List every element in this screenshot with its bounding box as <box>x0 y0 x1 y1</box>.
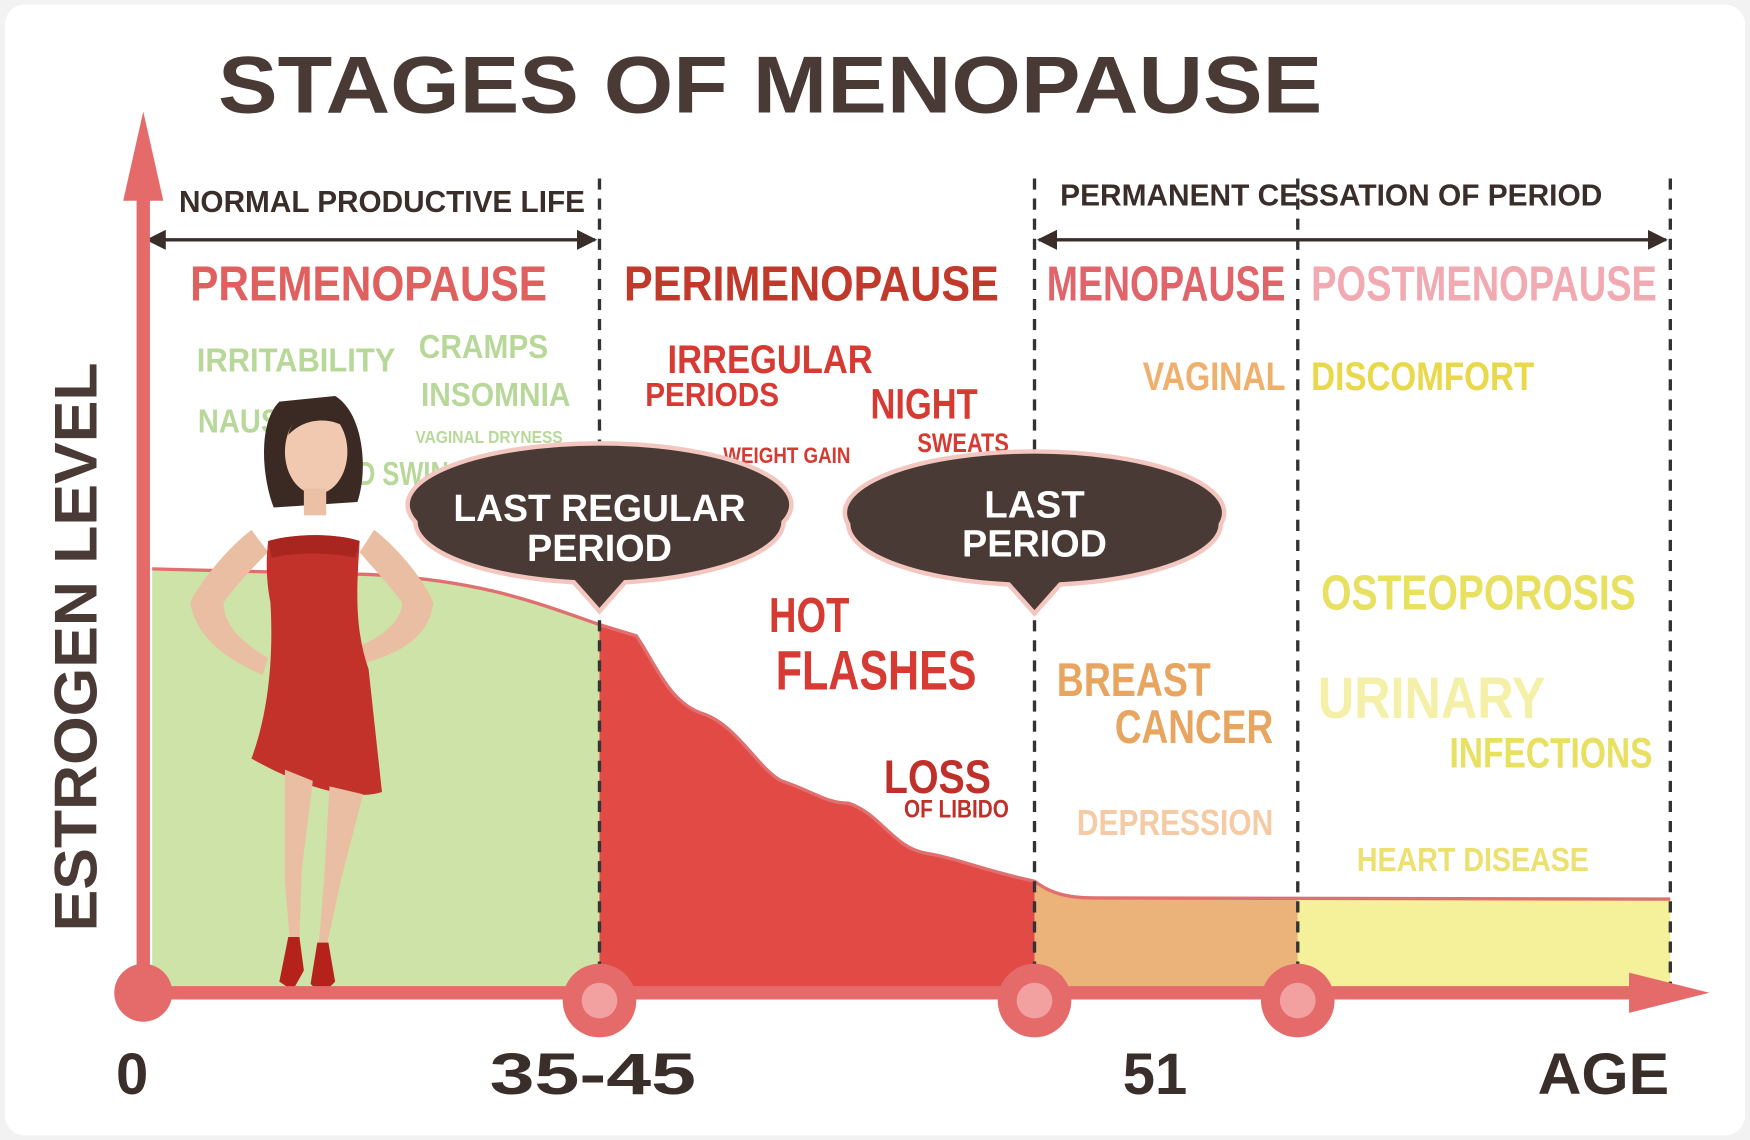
stage-name: POSTMENOPAUSE <box>1311 258 1657 312</box>
callout-text: LAST <box>984 485 1084 527</box>
symptom: CRAMPS <box>419 329 548 366</box>
symptom: OF LIBIDO <box>904 796 1009 823</box>
symptom: LOSS <box>884 751 991 803</box>
postmenopause-area <box>1297 899 1671 988</box>
symptom: URINARY <box>1318 666 1546 731</box>
y-axis-arrowhead <box>123 111 164 201</box>
axis-node <box>562 963 637 1038</box>
stage-name: MENOPAUSE <box>1047 258 1286 312</box>
symptom: IRRITABILITY <box>197 342 396 379</box>
callout-text: PERIOD <box>962 524 1107 566</box>
callout-text: PERIOD <box>527 528 672 570</box>
symptom: HEART DISEASE <box>1357 842 1589 879</box>
axis-node <box>997 963 1072 1038</box>
x-axis-label: 0 <box>116 1042 148 1107</box>
symptom: DISCOMFORT <box>1311 354 1534 399</box>
estrogen-curve <box>152 567 1671 901</box>
symptom: HOT <box>769 589 849 643</box>
symptom: NIGHT <box>871 380 978 427</box>
stage-name: PREMENOPAUSE <box>190 258 547 312</box>
x-axis-arrowhead <box>1629 972 1710 1013</box>
menopause-area <box>1034 881 1298 988</box>
x-axis-label: 51 <box>1123 1042 1188 1107</box>
perimenopause-area <box>599 624 1035 988</box>
symptom: INSOMNIA <box>421 377 570 414</box>
symptom: PERIODS <box>645 377 779 414</box>
callout-text: LAST REGULAR <box>453 488 745 530</box>
range-label: PERMANENT CESSATION OF PERIOD <box>1060 179 1602 212</box>
axis-node <box>114 963 173 1022</box>
y-axis-label: ESTROGEN LEVEL <box>42 363 110 932</box>
x-axis-label: AGE <box>1538 1042 1670 1107</box>
symptom: DEPRESSION <box>1077 803 1273 843</box>
symptom: CANCER <box>1115 701 1273 753</box>
stage-name: PERIMENOPAUSE <box>624 258 999 312</box>
symptom: IRREGULAR <box>668 337 873 382</box>
symptom: VAGINAL <box>1143 354 1286 399</box>
callout <box>842 449 1227 617</box>
symptom: BREAST <box>1057 654 1211 706</box>
axis-node <box>1260 963 1335 1038</box>
x-axis-label: 35-45 <box>490 1042 696 1107</box>
callout <box>405 441 794 615</box>
range-label: NORMAL PRODUCTIVE LIFE <box>179 186 585 219</box>
symptom: FLASHES <box>776 640 977 702</box>
title: STAGES OF MENOPAUSE <box>218 41 1322 131</box>
woman-illustration <box>190 395 434 995</box>
symptom: INFECTIONS <box>1449 729 1652 776</box>
symptom: OSTEOPOROSIS <box>1321 567 1636 621</box>
symptom: VAGINAL DRYNESS <box>415 427 562 447</box>
